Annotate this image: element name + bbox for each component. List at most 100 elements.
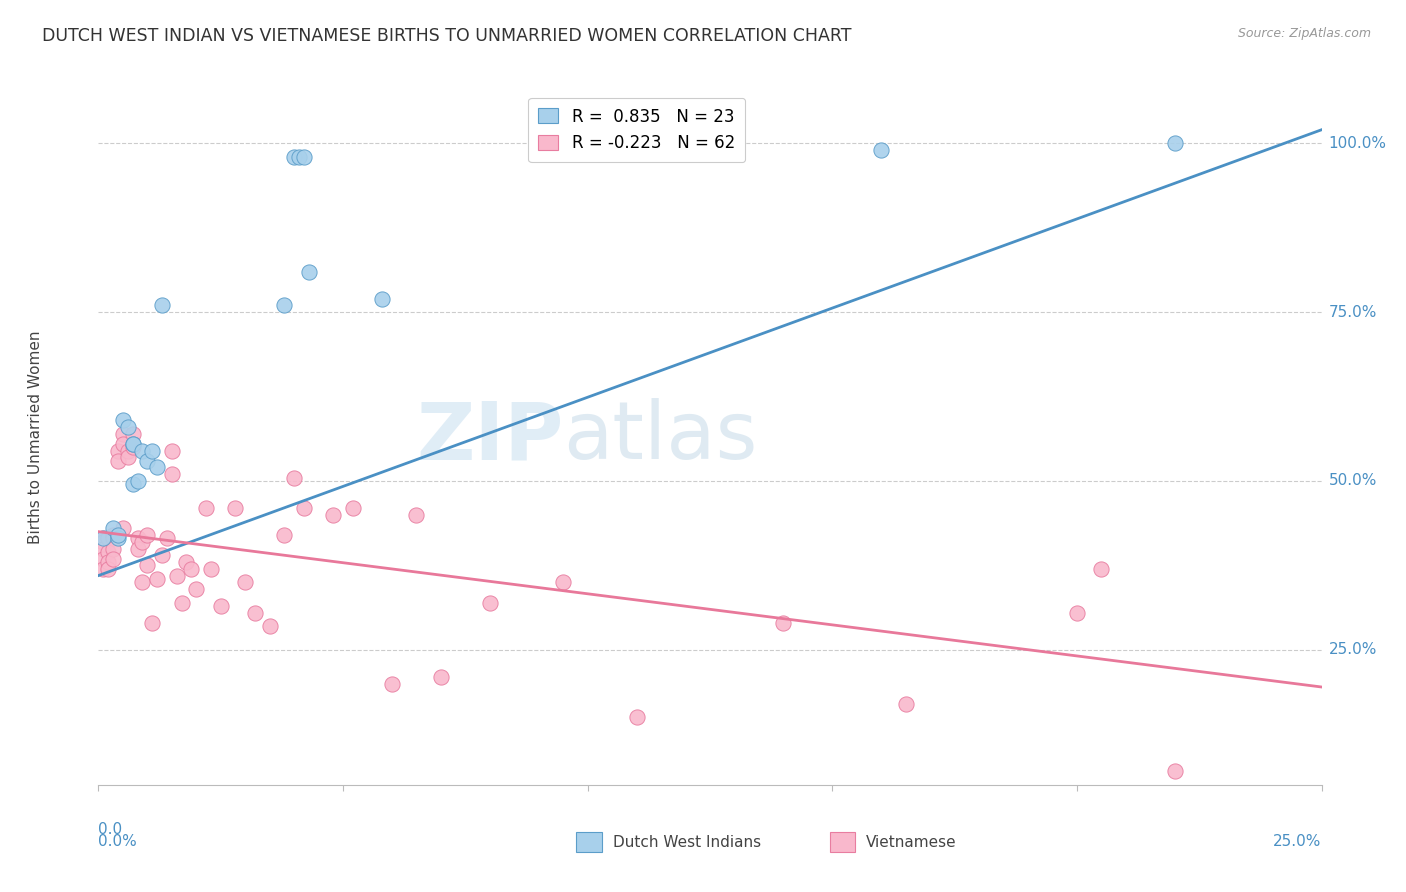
- Point: [870, 143, 893, 157]
- Legend: R =  0.835   N = 23, R = -0.223   N = 62: R = 0.835 N = 23, R = -0.223 N = 62: [529, 97, 745, 161]
- Point: [894, 697, 917, 711]
- Point: [298, 264, 321, 278]
- Text: Dutch West Indians: Dutch West Indians: [613, 835, 761, 849]
- Point: [478, 596, 501, 610]
- Point: [97, 545, 120, 559]
- Point: [150, 549, 173, 563]
- Point: [224, 501, 246, 516]
- Point: [141, 615, 163, 630]
- Text: Vietnamese: Vietnamese: [866, 835, 956, 849]
- Point: [186, 582, 208, 596]
- Point: [101, 541, 124, 556]
- Point: [1164, 136, 1187, 151]
- Point: [371, 292, 394, 306]
- Point: [150, 298, 173, 312]
- Point: [91, 551, 114, 566]
- Text: 100.0%: 100.0%: [1329, 136, 1386, 151]
- Point: [342, 501, 364, 516]
- Text: 25.0%: 25.0%: [1329, 642, 1376, 657]
- Point: [136, 454, 159, 468]
- Point: [121, 440, 143, 454]
- Point: [141, 443, 163, 458]
- Point: [117, 450, 139, 465]
- Point: [553, 575, 575, 590]
- Point: [131, 443, 153, 458]
- Point: [160, 467, 183, 482]
- Point: [97, 532, 120, 546]
- Point: [111, 437, 134, 451]
- Point: [107, 443, 129, 458]
- Point: [107, 532, 129, 546]
- Point: [117, 443, 139, 458]
- Point: [1066, 606, 1088, 620]
- Point: [180, 562, 202, 576]
- Text: Births to Unmarried Women: Births to Unmarried Women: [28, 330, 44, 544]
- Point: [292, 150, 315, 164]
- Point: [322, 508, 344, 522]
- Point: [195, 501, 218, 516]
- Point: [111, 413, 134, 427]
- Point: [259, 619, 281, 633]
- Point: [283, 470, 305, 484]
- Text: 0.0: 0.0: [98, 822, 122, 837]
- Point: [97, 555, 120, 569]
- Point: [107, 528, 129, 542]
- Point: [166, 568, 188, 582]
- Point: [288, 150, 311, 164]
- Text: atlas: atlas: [564, 398, 758, 476]
- Point: [121, 477, 143, 491]
- Point: [97, 562, 120, 576]
- Point: [1164, 764, 1187, 779]
- Point: [156, 532, 179, 546]
- Point: [209, 599, 232, 613]
- Point: [292, 501, 315, 516]
- Point: [146, 460, 169, 475]
- Point: [131, 534, 153, 549]
- Point: [91, 532, 114, 546]
- Text: Source: ZipAtlas.com: Source: ZipAtlas.com: [1237, 27, 1371, 40]
- Point: [1090, 562, 1112, 576]
- Point: [160, 443, 183, 458]
- Point: [283, 150, 305, 164]
- Point: [626, 710, 648, 724]
- Point: [101, 551, 124, 566]
- Point: [101, 532, 124, 546]
- Point: [121, 437, 143, 451]
- Text: ZIP: ZIP: [416, 398, 564, 476]
- Point: [170, 596, 193, 610]
- Point: [91, 532, 114, 546]
- Point: [273, 528, 295, 542]
- Point: [101, 521, 124, 535]
- Point: [243, 606, 266, 620]
- Point: [273, 298, 295, 312]
- Point: [772, 615, 794, 630]
- Point: [131, 575, 153, 590]
- Point: [127, 541, 149, 556]
- Point: [91, 534, 114, 549]
- Point: [121, 426, 143, 441]
- Point: [91, 562, 114, 576]
- Point: [176, 555, 198, 569]
- Point: [381, 676, 404, 690]
- Point: [127, 474, 149, 488]
- Point: [200, 562, 222, 576]
- Point: [107, 454, 129, 468]
- Point: [136, 528, 159, 542]
- Point: [111, 521, 134, 535]
- Point: [405, 508, 427, 522]
- Text: DUTCH WEST INDIAN VS VIETNAMESE BIRTHS TO UNMARRIED WOMEN CORRELATION CHART: DUTCH WEST INDIAN VS VIETNAMESE BIRTHS T…: [42, 27, 852, 45]
- Point: [91, 541, 114, 556]
- Point: [430, 670, 453, 684]
- Point: [127, 532, 149, 546]
- Text: 50.0%: 50.0%: [1329, 474, 1376, 489]
- Point: [121, 437, 143, 451]
- Point: [117, 420, 139, 434]
- Text: 25.0%: 25.0%: [1274, 834, 1322, 848]
- Point: [101, 528, 124, 542]
- Point: [136, 558, 159, 573]
- Point: [146, 572, 169, 586]
- Point: [111, 426, 134, 441]
- Text: 75.0%: 75.0%: [1329, 304, 1376, 319]
- Point: [233, 575, 256, 590]
- Text: 0.0%: 0.0%: [98, 834, 138, 848]
